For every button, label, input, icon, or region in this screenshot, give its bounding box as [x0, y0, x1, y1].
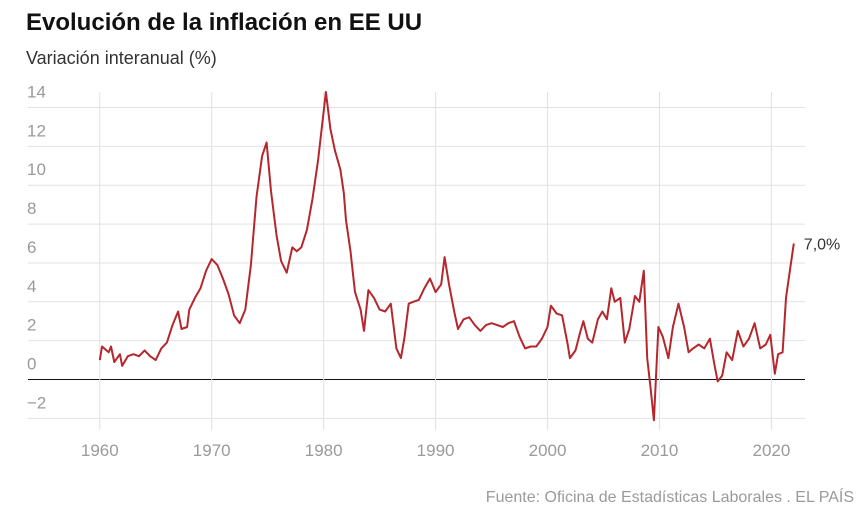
y-tick-label: −2	[27, 393, 46, 412]
x-tick-label: 1980	[305, 441, 343, 460]
x-tick-label: 2020	[753, 441, 791, 460]
source: Fuente: Oficina de Estadísticas Laborale…	[486, 487, 854, 506]
y-tick-label: 12	[27, 121, 46, 140]
chart-subtitle: Variación interanual (%)	[26, 48, 217, 68]
y-tick-label: 10	[27, 160, 46, 179]
y-tick-label: 14	[27, 83, 46, 102]
y-tick-label: 8	[27, 199, 36, 218]
end-label: 7,0%	[804, 237, 840, 254]
chart-title: Evolución de la inflación en EE UU	[26, 9, 422, 36]
data-line	[98, 91, 795, 422]
y-tick-label: 0	[27, 354, 36, 373]
x-tick-label: 1990	[417, 441, 455, 460]
x-tick-label: 2000	[529, 441, 567, 460]
x-tick-label: 1960	[81, 441, 119, 460]
y-tick-label: 6	[27, 238, 36, 257]
y-tick-label: 2	[27, 316, 36, 335]
y-tick-label: 4	[27, 277, 36, 296]
x-tick-label: 2010	[641, 441, 679, 460]
x-tick-label: 1970	[193, 441, 231, 460]
